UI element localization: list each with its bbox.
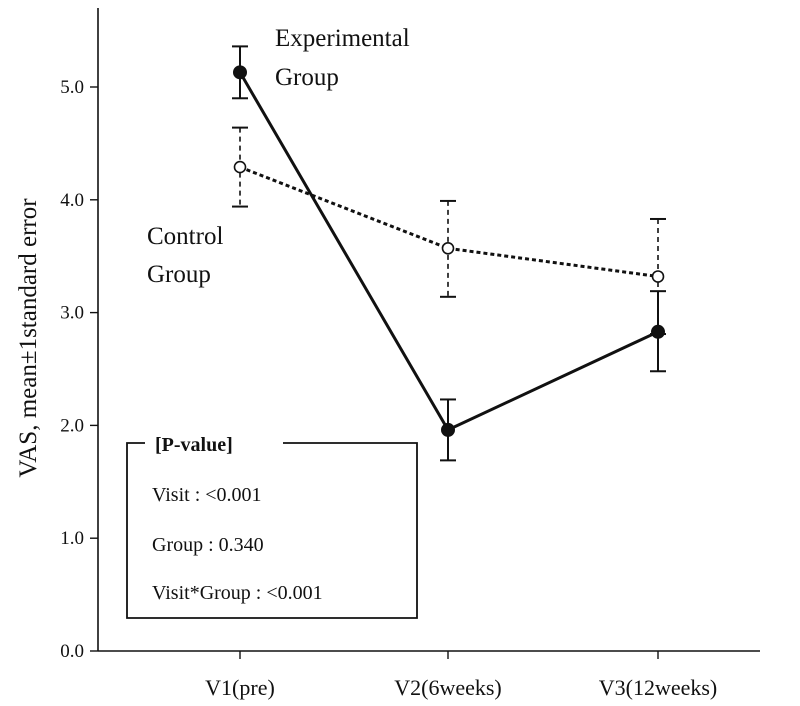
p-value-interaction: Visit*Group : <0.001 [152, 582, 323, 604]
experimental-point [441, 422, 455, 437]
p-value-group: Group : 0.340 [152, 534, 264, 556]
y-tick-label: 1.0 [60, 528, 84, 549]
experimental-point [651, 324, 665, 339]
control-point [651, 270, 665, 283]
p-value-visit: Visit : <0.001 [152, 484, 262, 506]
x-tick-label: V3(12weeks) [599, 675, 718, 700]
x-tick-label: V1(pre) [205, 675, 275, 700]
y-tick-label: 2.0 [60, 415, 84, 436]
experimental-group-label-line2: Group [275, 64, 339, 91]
axes [97, 8, 760, 652]
y-tick-label: 4.0 [60, 190, 84, 211]
y-axis-label: VAS, mean±1standard error [15, 198, 42, 478]
series-markers [233, 65, 665, 437]
y-tick-label: 3.0 [60, 303, 84, 324]
control-point [233, 160, 247, 174]
x-tick-label: V2(6weeks) [394, 675, 502, 700]
x-ticks: V1(pre) V2(6weeks) V3(12weeks) [205, 651, 717, 700]
control-group-label-line2: Group [147, 261, 211, 288]
experimental-group-label-line1: Experimental [275, 25, 410, 52]
p-value-title: [P-value] [155, 434, 233, 456]
y-tick-label: 5.0 [60, 77, 84, 98]
p-value-box-border [126, 442, 418, 619]
control-group-label-line1: Control [147, 223, 223, 250]
p-value-box: [P-value] Visit : <0.001 Group : 0.340 V… [126, 434, 418, 619]
y-ticks: 0.0 1.0 2.0 3.0 4.0 5.0 [60, 77, 98, 662]
experimental-point [233, 65, 247, 80]
y-tick-label: 0.0 [60, 641, 84, 662]
control-series-line [239, 165, 659, 278]
control-point [441, 242, 455, 255]
